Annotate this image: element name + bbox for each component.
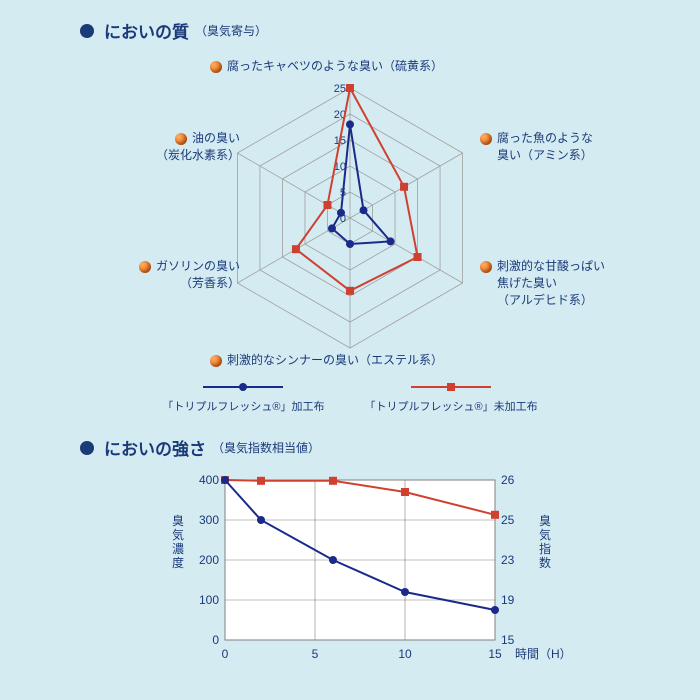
svg-text:25: 25 [501, 513, 515, 527]
svg-text:26: 26 [501, 473, 515, 487]
axis-bullet-icon [480, 133, 492, 145]
svg-text:10: 10 [398, 647, 412, 661]
svg-text:300: 300 [199, 513, 219, 527]
line-chart-container: 01002003004001519232526051015臭気濃度臭気指数時間（… [150, 465, 570, 685]
svg-text:臭: 臭 [172, 513, 184, 528]
legend-untreated-marker [411, 380, 491, 394]
svg-text:15: 15 [501, 633, 515, 647]
line-chart: 01002003004001519232526051015臭気濃度臭気指数時間（… [150, 465, 570, 685]
axis-bullet-icon [175, 133, 187, 145]
svg-text:25: 25 [334, 83, 346, 95]
svg-text:気: 気 [172, 527, 184, 542]
legend-treated: 「トリプルフレッシュ®」加工布 [162, 380, 324, 414]
svg-text:5: 5 [312, 647, 319, 661]
legend-row: 「トリプルフレッシュ®」加工布 「トリプルフレッシュ®」未加工布 [0, 380, 700, 414]
svg-text:数: 数 [539, 555, 551, 570]
svg-text:臭: 臭 [539, 513, 551, 528]
svg-text:15: 15 [488, 647, 502, 661]
svg-text:100: 100 [199, 593, 219, 607]
svg-text:0: 0 [212, 633, 219, 647]
svg-text:気: 気 [539, 527, 551, 542]
axis-bullet-icon [139, 261, 151, 273]
svg-text:23: 23 [501, 553, 515, 567]
svg-text:200: 200 [199, 553, 219, 567]
legend-treated-marker [203, 380, 283, 394]
svg-text:時間（H）: 時間（H） [515, 647, 570, 661]
svg-text:0: 0 [222, 647, 229, 661]
bullet-icon [80, 441, 94, 455]
title-sub: （臭気指数相当値） [212, 439, 320, 456]
radar-chart: 0510152025 [0, 48, 700, 388]
section-title-strength: においの強さ （臭気指数相当値） [80, 435, 320, 460]
axis-bullet-icon [210, 355, 222, 367]
axis-label-top: 腐ったキャベツのような臭い（硫黄系） [210, 58, 510, 75]
axis-label-bl: ガソリンの臭い （芳香系） [100, 258, 240, 292]
title-sub: （臭気寄与） [195, 22, 267, 39]
legend-untreated-label: 「トリプルフレッシュ®」未加工布 [365, 398, 538, 414]
axis-label-bot: 刺激的なシンナーの臭い（エステル系） [210, 352, 510, 369]
bullet-icon [80, 24, 94, 38]
svg-text:指: 指 [539, 541, 551, 556]
svg-text:度: 度 [172, 555, 184, 570]
axis-label-br: 刺激的な甘酸っぱい 焦げた臭い （アルデヒド系） [480, 258, 660, 308]
axis-label-tr: 腐った魚のような 臭い（アミン系） [480, 130, 640, 164]
legend-untreated: 「トリプルフレッシュ®」未加工布 [365, 380, 538, 414]
axis-bullet-icon [480, 261, 492, 273]
title-text: においの強さ [104, 435, 206, 460]
legend-treated-label: 「トリプルフレッシュ®」加工布 [162, 398, 324, 414]
svg-text:濃: 濃 [172, 542, 184, 556]
title-text: においの質 [104, 18, 189, 43]
axis-bullet-icon [210, 61, 222, 73]
svg-text:19: 19 [501, 593, 515, 607]
radar-container: 腐ったキャベツのような臭い（硫黄系） 腐った魚のような 臭い（アミン系） 刺激的… [0, 48, 700, 388]
svg-text:400: 400 [199, 473, 219, 487]
axis-label-tl: 油の臭い （炭化水素系） [110, 130, 240, 164]
section-title-quality: においの質 （臭気寄与） [80, 18, 267, 43]
